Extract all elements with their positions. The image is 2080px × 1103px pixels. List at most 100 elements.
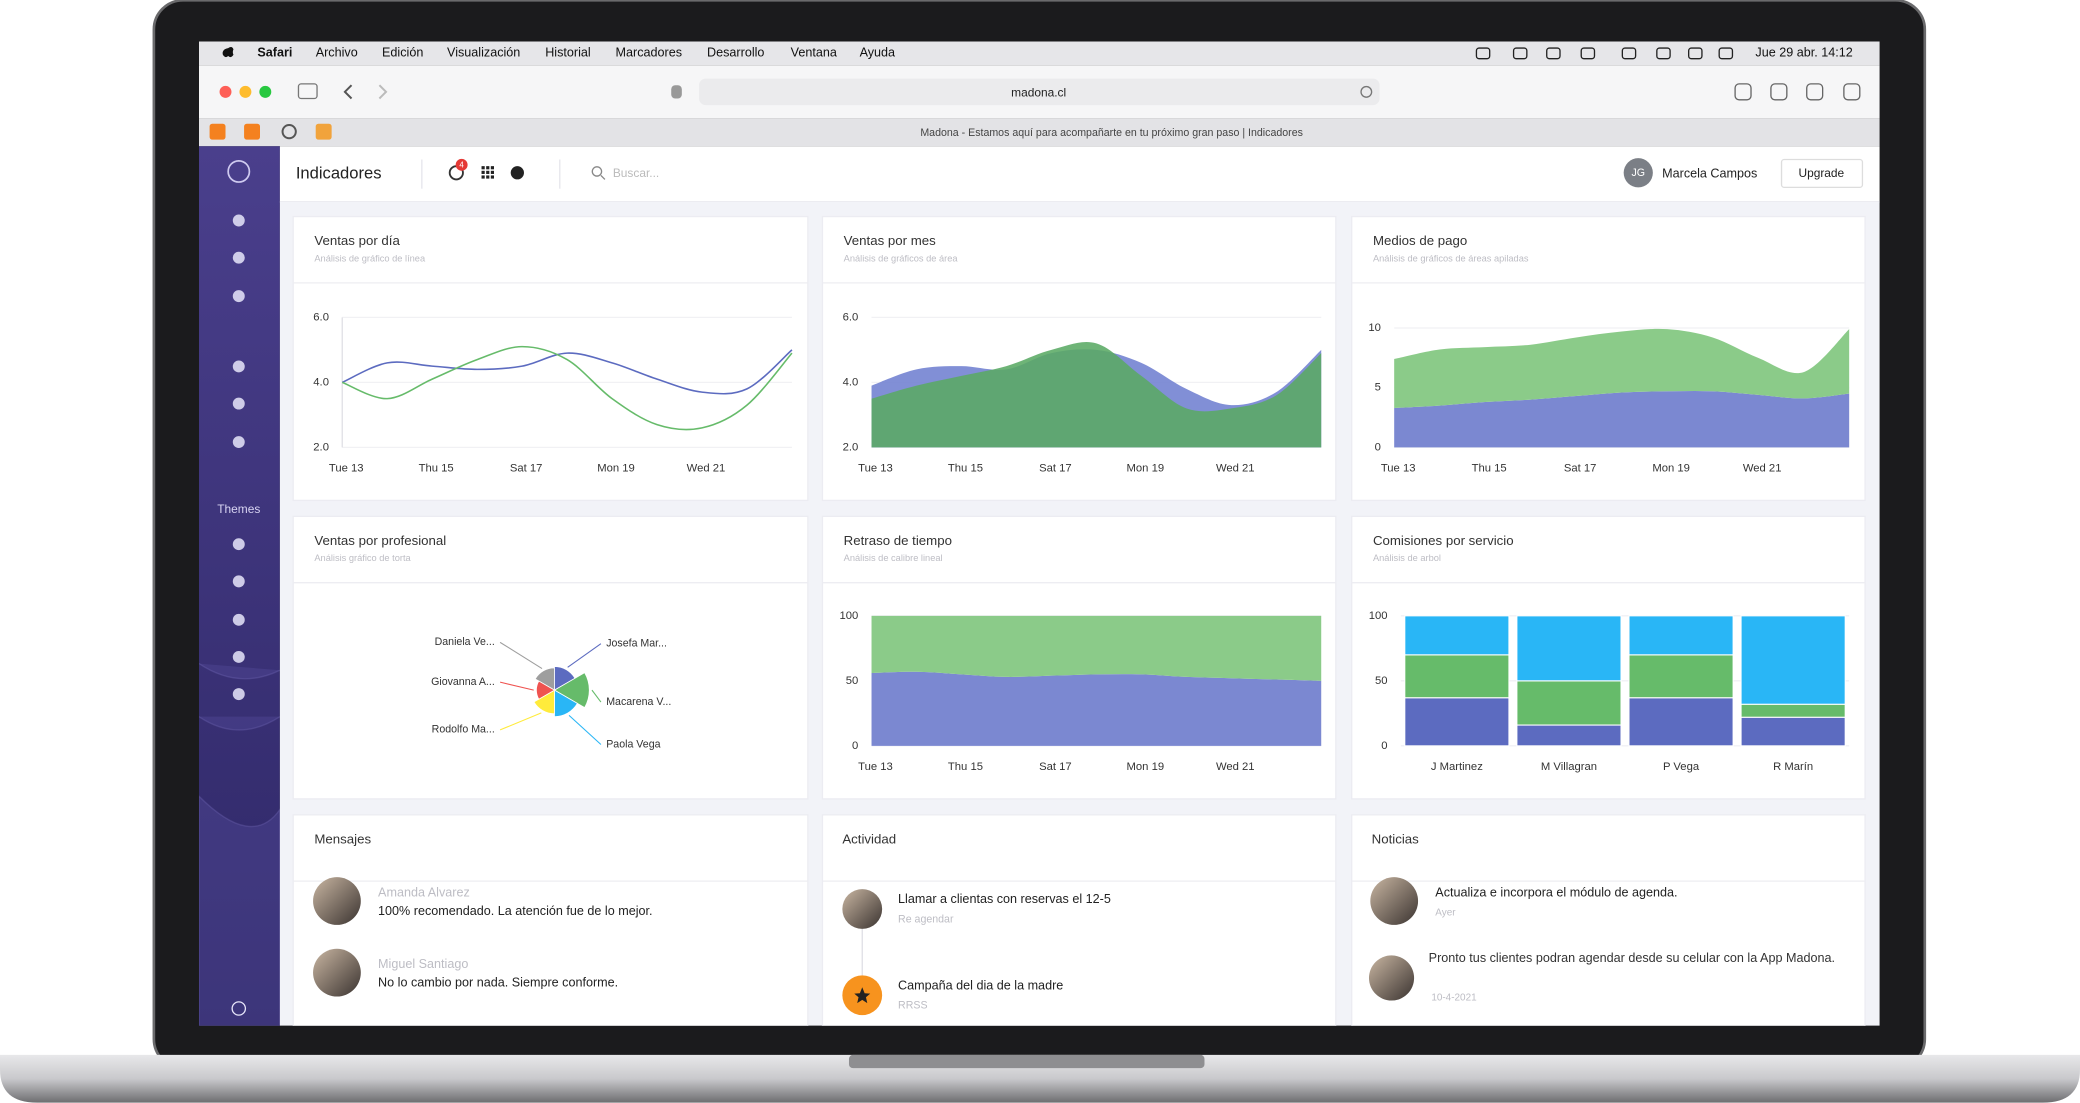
y-tick-label: 4.0 — [843, 376, 859, 388]
help-icon[interactable] — [510, 166, 524, 180]
search-input[interactable]: Buscar... — [613, 166, 659, 180]
card — [292, 814, 809, 1026]
y-tick-label: 2.0 — [843, 441, 859, 453]
apps-dot — [486, 170, 490, 174]
leader-line — [499, 681, 534, 691]
tab-bar — [198, 118, 1880, 147]
logout-icon[interactable] — [231, 1001, 247, 1016]
activity-text: Campaña del dia de la madre — [898, 978, 1063, 992]
line-series — [341, 345, 793, 431]
news-text: Pronto tus clientes podran agendar desde… — [1428, 951, 1836, 967]
chart-title: Ventas por mes — [844, 233, 936, 248]
menu-item[interactable]: Ayuda — [860, 46, 895, 60]
panel-title: Noticias — [1372, 832, 1420, 847]
menu-item[interactable]: Visualización — [447, 46, 520, 60]
apps-dot — [486, 175, 490, 179]
window-button[interactable] — [259, 85, 272, 98]
sidebar-icon[interactable] — [232, 251, 245, 264]
upgrade-button[interactable] — [1780, 158, 1864, 189]
stacked-area — [871, 615, 1322, 681]
sidebar-icon[interactable] — [232, 290, 245, 303]
message-text: 100% recomendado. La atención fue de lo … — [378, 904, 652, 918]
polar-slice — [533, 689, 555, 715]
sidebar-decoration — [198, 663, 281, 1026]
card — [1351, 814, 1866, 1026]
y-tick-label: 0 — [1381, 740, 1387, 752]
sidebar-icon[interactable] — [232, 538, 245, 551]
sidebar-icon[interactable] — [232, 214, 245, 227]
y-tick-label: 4.0 — [313, 376, 329, 388]
back-button[interactable] — [343, 84, 353, 100]
slice-label: Josefa Mar... — [606, 637, 667, 649]
status-icon — [1688, 47, 1703, 60]
sidebar-icon[interactable] — [232, 650, 245, 663]
forward-button[interactable] — [378, 84, 388, 100]
url: madona.cl — [1011, 85, 1066, 99]
search-icon — [591, 166, 603, 177]
sidebar-icon[interactable] — [232, 436, 245, 449]
window-button[interactable] — [219, 85, 232, 98]
x-tick-label: Wed 21 — [1743, 463, 1782, 475]
slice-label: Rodolfo Ma... — [432, 724, 495, 736]
bar-segment — [1740, 615, 1846, 705]
card — [821, 814, 1337, 1026]
chart-subtitle: Análisis de calibre lineal — [844, 553, 943, 563]
toolbar-icon[interactable] — [1734, 83, 1752, 101]
news-avatar — [1370, 877, 1419, 925]
menubar — [198, 41, 1880, 66]
page-title: Indicadores — [296, 163, 382, 182]
url-bar[interactable] — [699, 78, 1380, 106]
polar-slice — [535, 680, 556, 700]
toolbar-icon[interactable] — [1806, 83, 1824, 101]
logo — [227, 159, 251, 183]
menu-item[interactable]: Edición — [382, 46, 423, 60]
window-button[interactable] — [239, 85, 252, 98]
news-text: Actualiza e incorpora el módulo de agend… — [1435, 885, 1677, 899]
menu-item[interactable]: Marcadores — [616, 46, 683, 60]
apps-dot — [490, 175, 494, 179]
x-tick-label: Sat 17 — [1564, 463, 1597, 475]
avatar — [1623, 158, 1653, 188]
sidebar-toggle[interactable] — [297, 83, 318, 100]
sidebar-icon[interactable] — [232, 360, 245, 373]
status-icon — [1475, 47, 1491, 60]
slice-label: Macarena V... — [606, 696, 671, 708]
leader-line — [499, 712, 542, 731]
menu-item[interactable]: Ventana — [791, 46, 837, 60]
bar-segment — [1740, 703, 1846, 718]
chart-subtitle: Análisis de gráfico de línea — [314, 253, 426, 263]
news-sub: Ayer — [1435, 908, 1456, 919]
y-tick-label: 50 — [846, 675, 859, 687]
sidebar-icon[interactable] — [232, 397, 245, 410]
news-avatar — [1368, 955, 1415, 1001]
y-tick-label: 0 — [1375, 441, 1381, 453]
sidebar-icon[interactable] — [232, 688, 245, 701]
status-icon — [1546, 47, 1561, 60]
chart-subtitle: Análisis de arbol — [1373, 553, 1441, 563]
toolbar-icon[interactable] — [1843, 83, 1861, 101]
star-icon — [854, 987, 871, 1004]
x-tick-label: Thu 15 — [1472, 463, 1507, 475]
menu-item[interactable]: Desarrollo — [707, 46, 764, 60]
chart-title: Ventas por profesional — [314, 533, 446, 548]
menu-item[interactable]: Historial — [545, 46, 591, 60]
menu-item[interactable]: Archivo — [316, 46, 358, 60]
status-icon — [1512, 47, 1528, 60]
status-icon — [1656, 47, 1671, 60]
panel-title: Mensajes — [314, 832, 371, 847]
clock: Jue 29 abr. 14:12 — [1755, 46, 1852, 60]
toolbar-icon[interactable] — [1770, 83, 1788, 101]
favicon — [315, 123, 332, 140]
sidebar-icon[interactable] — [232, 575, 245, 588]
x-tick-label: Thu 15 — [419, 463, 454, 475]
sidebar-icon[interactable] — [232, 613, 245, 626]
slice-label: Paola Vega — [606, 738, 660, 750]
bar-segment — [1404, 615, 1510, 656]
x-tick-label: Sat 17 — [1039, 463, 1072, 475]
message-avatar — [313, 948, 361, 997]
chart-title: Retraso de tiempo — [844, 533, 952, 548]
stacked-area — [1394, 390, 1850, 448]
y-tick-label: 6.0 — [313, 311, 329, 323]
